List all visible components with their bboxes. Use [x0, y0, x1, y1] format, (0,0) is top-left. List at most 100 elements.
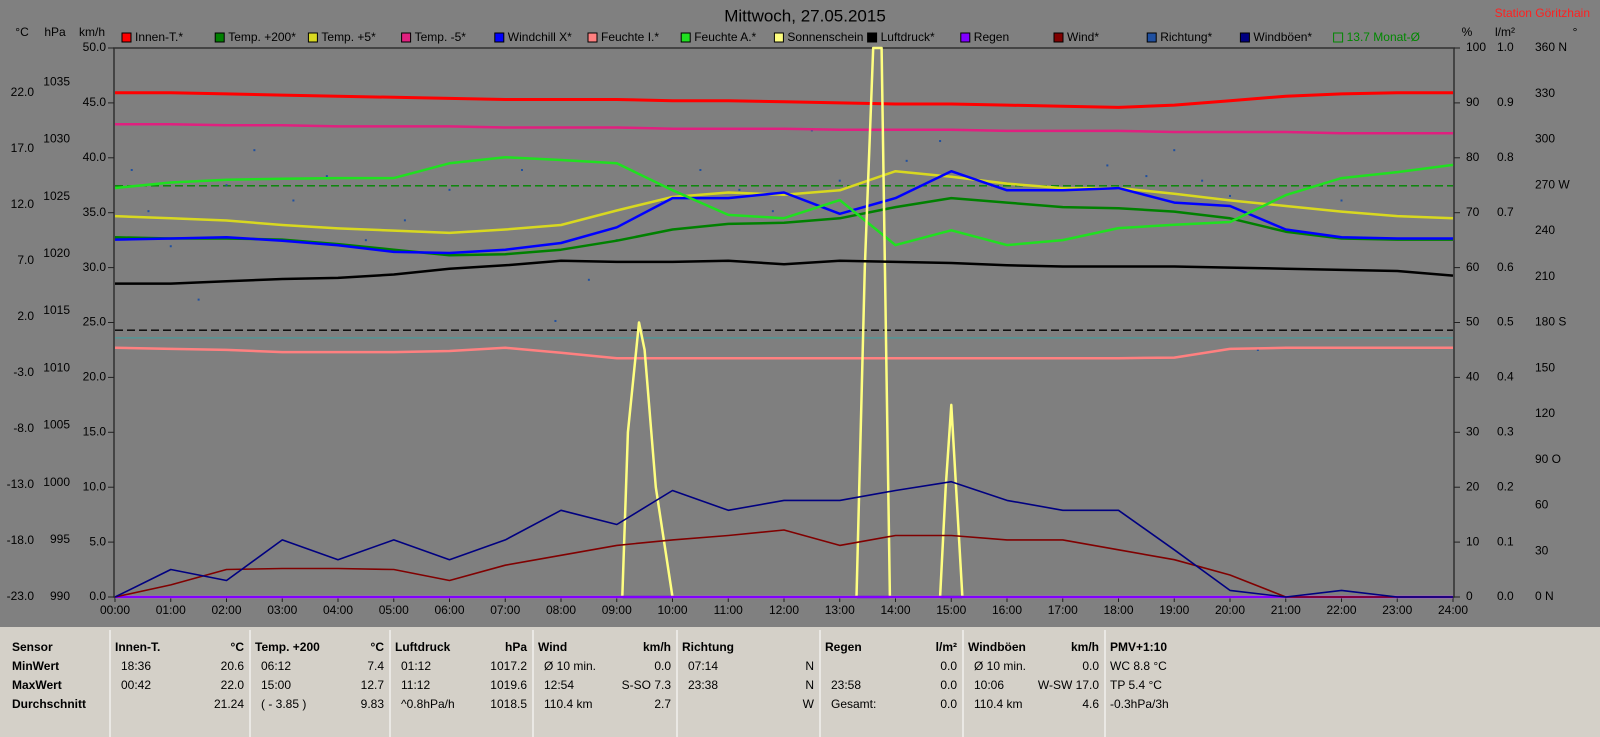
table-cell: Ø 10 min.: [544, 659, 596, 673]
x-tick-label: 00:00: [100, 603, 130, 617]
y-tick-label: 70: [1466, 205, 1480, 219]
column-title: Sensor: [12, 640, 53, 654]
x-tick-label: 12:00: [769, 603, 799, 617]
y-tick-label: 150: [1535, 360, 1555, 374]
y-tick-label: -3.0: [13, 365, 34, 379]
legend-swatch: [1146, 32, 1157, 43]
table-cell: 4.6: [1082, 697, 1099, 711]
table-cell: 20.6: [221, 659, 245, 673]
table-cell: 1019.6: [490, 678, 527, 692]
x-tick-label: 04:00: [323, 603, 353, 617]
table-cell: 06:12: [261, 659, 291, 673]
y-tick-label: 15.0: [83, 424, 107, 438]
direction-dot: [364, 239, 367, 242]
axis-unit: km/h: [79, 25, 105, 39]
legend-label: Temp. -5*: [415, 30, 467, 44]
x-tick-label: 08:00: [546, 603, 576, 617]
y-tick-label: -23.0: [7, 589, 35, 603]
direction-dot: [147, 210, 150, 213]
table-cell: 0.0: [1082, 659, 1099, 673]
x-tick-label: 09:00: [602, 603, 632, 617]
y-tick-label: 10.0: [83, 479, 107, 493]
axis-unit: °: [1573, 25, 1578, 39]
column-unit: hPa: [505, 640, 527, 654]
direction-dot: [225, 184, 228, 187]
plot-area: [113, 47, 1455, 598]
legend-swatch: [680, 32, 691, 43]
table-cell: WC 8.8 °C: [1110, 659, 1167, 673]
series-line: [115, 122, 1453, 135]
x-tick-label: 14:00: [880, 603, 910, 617]
table-cell: 15:00: [261, 678, 291, 692]
direction-dot: [554, 319, 557, 322]
y-tick-label: 30: [1535, 543, 1549, 557]
y-tick-label: 240: [1535, 223, 1555, 237]
y-tick-label: 990: [50, 589, 70, 603]
y-tick-label: 360 N: [1535, 40, 1567, 54]
series-line: [114, 346, 1453, 360]
table-cell: Durchschnitt: [12, 697, 86, 711]
direction-dot: [699, 169, 702, 171]
y-tick-label: 35.0: [83, 205, 107, 219]
direction-dot: [1106, 164, 1109, 167]
direction-dot: [771, 210, 774, 213]
x-tick-label: 17:00: [1048, 603, 1078, 617]
y-tick-label: 30: [1466, 424, 1480, 438]
y-tick-label: 1025: [43, 189, 70, 203]
column-title: PMV+1:10: [1110, 640, 1167, 654]
y-tick-label: 1030: [43, 132, 70, 146]
y-tick-label: 1005: [43, 418, 70, 432]
legend-swatch: [494, 32, 505, 43]
table-cell: 01:12: [401, 659, 431, 673]
y-tick-label: 10: [1466, 534, 1480, 548]
table-cell: 0.0: [654, 659, 671, 673]
legend-label: Richtung*: [1160, 30, 1212, 44]
table-cell: Gesamt:: [831, 697, 876, 711]
direction-dot: [1201, 179, 1204, 182]
direction-dot: [253, 149, 256, 152]
y-tick-label: 0.0: [89, 589, 106, 603]
y-tick-label: 25.0: [83, 315, 107, 329]
table-cell: 9.83: [361, 697, 385, 711]
direction-dot: [169, 245, 172, 248]
x-tick-label: 22:00: [1326, 603, 1356, 617]
y-tick-label: 0.1: [1497, 534, 1514, 548]
y-tick-label: 0: [1466, 589, 1473, 603]
table-background: [0, 627, 1600, 737]
axis-unit: l/m²: [1495, 25, 1515, 39]
y-tick-label: 0 N: [1535, 589, 1554, 603]
legend-swatch: [214, 32, 225, 43]
direction-dot: [325, 175, 328, 178]
direction-dot: [520, 169, 523, 171]
series-line: [115, 46, 1453, 599]
legend-swatch: [867, 32, 878, 43]
column-unit: km/h: [643, 640, 671, 654]
y-tick-label: 0.7: [1497, 205, 1514, 219]
legend-label: 13.7 Monat-Ø: [1347, 30, 1420, 44]
direction-dot: [738, 188, 741, 191]
x-tick-label: 03:00: [267, 603, 297, 617]
y-tick-label: 1000: [43, 475, 70, 489]
table-cell: 110.4 km: [544, 697, 592, 711]
legend-swatch: [121, 32, 132, 43]
y-tick-label: 12.0: [11, 197, 35, 211]
y-tick-label: 7.0: [17, 253, 34, 267]
table-cell: MaxWert: [12, 678, 62, 692]
table-cell: MinWert: [12, 659, 59, 673]
legend-swatch: [587, 32, 598, 43]
legend-label: Sonnenschein: [787, 30, 863, 44]
legend-swatch: [401, 32, 412, 43]
direction-dot: [403, 219, 406, 222]
y-tick-label: 1015: [43, 303, 70, 317]
legend-label: Windchill X*: [508, 30, 572, 44]
series-line: [114, 169, 1454, 235]
legend-label: Wind*: [1067, 30, 1099, 44]
y-tick-label: 20.0: [83, 370, 107, 384]
direction-dot: [292, 199, 295, 202]
table-cell: 1018.5: [490, 697, 527, 711]
column-unit: °C: [231, 640, 245, 654]
legend-label: Regen: [974, 30, 1009, 44]
column-unit: km/h: [1071, 640, 1099, 654]
table-cell: 00:42: [121, 678, 151, 692]
y-tick-label: -8.0: [13, 421, 34, 435]
